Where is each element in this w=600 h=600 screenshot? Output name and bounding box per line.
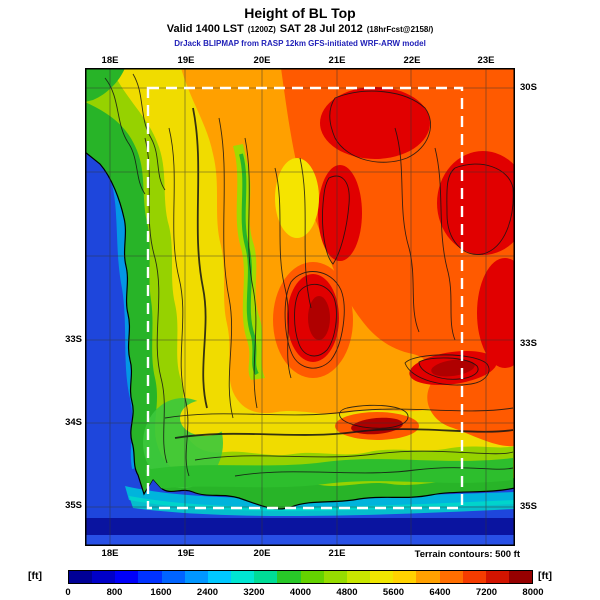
colorbar-segment — [92, 571, 116, 583]
top-axis-label: 23E — [477, 55, 495, 66]
colorbar-tick-label: 3200 — [243, 587, 265, 598]
inner-domain-boundary — [146, 86, 464, 510]
bl-top-map — [85, 68, 515, 546]
left-axis-label: 33S — [65, 334, 82, 345]
colorbar-segment — [184, 571, 208, 583]
colorbar-segment — [508, 571, 533, 583]
model-credit-line: DrJack BLIPMAP from RASP 12km GFS-initia… — [174, 39, 426, 48]
valid-time: Valid 1400 LST — [166, 23, 244, 35]
colorbar-segment — [393, 571, 417, 583]
colorbar-segment — [207, 571, 232, 583]
colorbar-segment — [462, 571, 486, 583]
page-title: Height of BL Top — [244, 5, 356, 21]
top-axis-label: 20E — [253, 55, 271, 66]
colorbar-segment — [231, 571, 255, 583]
colorbar-tick-label: 4800 — [336, 587, 358, 598]
colorbar-segment — [115, 571, 139, 583]
bottom-axis-label: 19E — [177, 548, 195, 559]
right-axis-label: 33S — [520, 338, 537, 349]
map-border — [85, 68, 515, 546]
colorbar-segment — [69, 571, 93, 583]
colorbar-segment — [323, 571, 347, 583]
terrain-contours-note: Terrain contours: 500 ft — [414, 549, 520, 560]
colorbar-tick-label: 6400 — [429, 587, 451, 598]
top-axis-label: 18E — [101, 55, 119, 66]
left-axis-label: 35S — [65, 500, 82, 511]
colorbar-tick-label: 800 — [106, 587, 123, 598]
colorbar-tick-label: 0 — [65, 587, 71, 598]
colorbar-segment — [416, 571, 440, 583]
colorbar-segment — [346, 571, 371, 583]
colorbar-segment — [370, 571, 394, 583]
valid-date: SAT 28 Jul 2012 — [279, 23, 363, 35]
terrain-contour-lines — [104, 73, 514, 477]
colorbar-segment — [485, 571, 509, 583]
colorbar-unit-left: [ft] — [28, 570, 42, 582]
grid-lines — [85, 68, 515, 546]
dark-red-cores — [308, 296, 475, 435]
right-axis-label: 35S — [520, 501, 537, 512]
left-axis-label: 34S — [65, 417, 82, 428]
colorbar-tick-label: 8000 — [522, 587, 544, 598]
colorbar-unit-right: [ft] — [538, 570, 552, 582]
top-axis-label: 21E — [328, 55, 346, 66]
bottom-axis-label: 21E — [328, 548, 346, 559]
colorbar-tick-label: 4000 — [289, 587, 312, 598]
forecast-cycle: (18hrFcst@2158/) — [366, 25, 434, 34]
right-axis-label: 30S — [520, 82, 537, 93]
bottom-axis-label: 18E — [101, 548, 119, 559]
colorbar-segment — [138, 571, 162, 583]
colorbar-tick-label: 1600 — [150, 587, 172, 598]
colorbar-segment — [277, 571, 301, 583]
valid-time-line: Valid 1400 LST (1200Z) SAT 28 Jul 2012 (18h… — [0, 23, 600, 35]
colorbar-segment — [439, 571, 463, 583]
bottom-axis-label: 20E — [253, 548, 271, 559]
colorbar-tick-label: 2400 — [196, 587, 219, 598]
valid-zulu: (1200Z) — [247, 25, 276, 34]
top-axis-label: 22E — [403, 55, 421, 66]
colorbar-segment — [161, 571, 185, 583]
top-axis-label: 19E — [177, 55, 195, 66]
colorbar-segment — [300, 571, 324, 583]
colorbar — [68, 570, 533, 584]
colorbar-segment — [254, 571, 278, 583]
colorbar-tick-label: 7200 — [475, 587, 498, 598]
colorbar-tick-label: 5600 — [382, 587, 405, 598]
